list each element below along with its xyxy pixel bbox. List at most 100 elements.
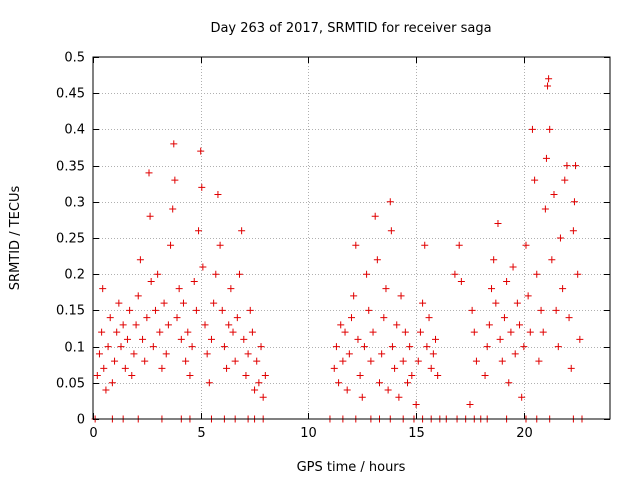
data-point [184,328,192,336]
data-point [406,343,414,351]
data-point [546,125,554,133]
data-point [231,357,239,365]
data-point [524,292,532,300]
data-point [387,227,395,235]
data-point [481,372,489,380]
data-point [455,241,463,249]
data-point [259,393,267,401]
data-point [369,328,377,336]
data-point [574,270,582,278]
data-point [214,191,222,199]
data-point [371,212,379,220]
axis-ticks: 0 0.05 0.1 0.15 0.2 0.25 0.3 0.35 0.4 0.45 0.5 0 5 10… [56,51,610,441]
data-point [238,227,246,235]
data-point [408,372,416,380]
data-point [483,343,491,351]
data-point [378,350,386,358]
x-axis-label: GPS time / hours [297,460,406,475]
data-point [513,299,521,307]
data-point [220,343,228,351]
data-point [520,343,528,351]
chart-title: Day 263 of 2017, SRMTID for receiver sag… [210,21,491,36]
plot-frame [92,56,611,420]
data-point [559,285,567,293]
data-point [429,350,437,358]
data-point [393,321,401,329]
data-point [572,162,580,170]
data-point [528,125,536,133]
data-point [350,292,358,300]
data-point [386,198,394,206]
data-point [352,241,360,249]
data-point [380,314,388,322]
data-point [330,364,338,372]
data-point [539,328,547,336]
data-point [498,357,506,365]
data-point [457,277,465,285]
data-point [201,321,209,329]
data-point [376,379,384,387]
data-point [117,343,125,351]
data-point [128,372,136,380]
data-point [136,256,144,264]
data-point [123,335,131,343]
data-point [345,350,353,358]
data-point [427,364,435,372]
data-point [207,335,215,343]
data-point [550,191,558,199]
data-point [210,299,218,307]
data-point [416,328,424,336]
data-point [205,379,213,387]
data-point [466,401,474,409]
data-point [175,285,183,293]
data-point [167,241,175,249]
data-point [173,314,181,322]
data-point [490,256,498,264]
data-point [518,393,526,401]
data-point [360,343,368,351]
data-point [535,357,543,365]
data-point [255,379,263,387]
data-point [500,314,508,322]
data-points [91,75,586,423]
y-tick-label: 0.45 [56,87,85,102]
data-point [177,335,185,343]
data-point [119,321,127,329]
data-point [190,277,198,285]
data-point [154,270,162,278]
data-point [569,227,577,235]
data-point [399,357,407,365]
data-point [423,343,431,351]
data-point [556,234,564,242]
data-point [414,357,422,365]
data-point [401,328,409,336]
data-point [218,306,226,314]
data-point [115,299,123,307]
data-point [533,270,541,278]
data-point [149,343,157,351]
y-tick-label: 0.05 [56,377,85,392]
data-point [126,306,134,314]
data-point [384,386,392,394]
data-point [223,364,231,372]
data-point [522,241,530,249]
data-point [545,75,553,83]
data-point [240,335,248,343]
data-point [195,227,203,235]
data-point [451,270,459,278]
data-point [503,277,511,285]
data-point [244,350,252,358]
data-point [354,335,362,343]
data-point [99,285,107,293]
data-point [160,299,168,307]
y-tick-label: 0.15 [56,304,85,319]
data-point [358,393,366,401]
data-point [516,321,524,329]
data-point [511,350,519,358]
data-point [192,306,200,314]
x-tick-label: 0 [89,426,97,441]
data-point [488,285,496,293]
data-point [332,343,340,351]
data-point [561,176,569,184]
data-point [537,306,545,314]
